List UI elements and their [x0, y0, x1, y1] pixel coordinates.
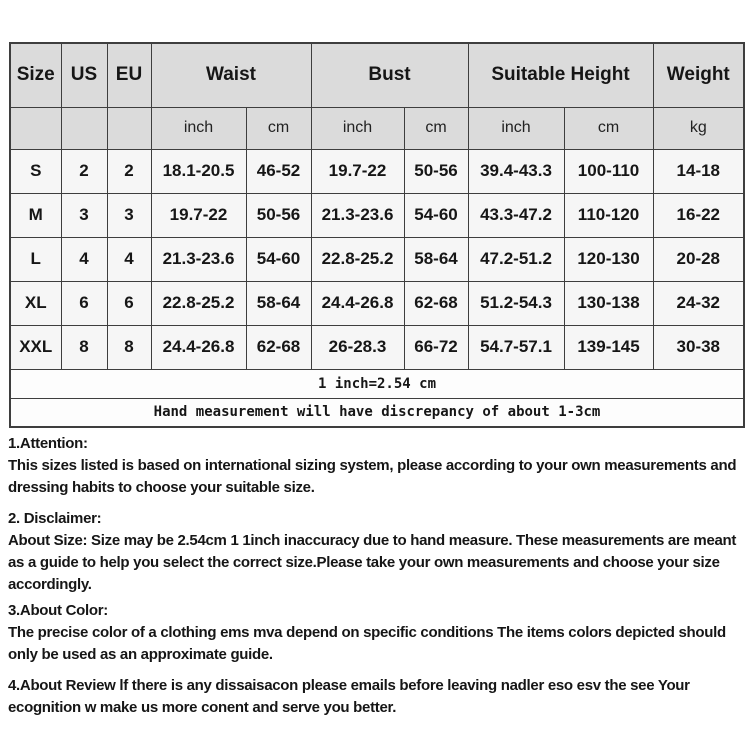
cell-bust-inch: 19.7-22: [310, 148, 405, 194]
header-row: Size US EU Waist Bust Suitable Height We…: [9, 42, 745, 108]
cell-bust-cm: 50-56: [403, 148, 469, 194]
cell-height-inch: 47.2-51.2: [467, 236, 565, 282]
cell-size: S: [9, 148, 62, 194]
table-row-xl: XL 6 6 22.8-25.2 58-64 24.4-26.8 62-68 5…: [9, 280, 745, 326]
header-us: US: [60, 42, 108, 108]
cell-eu: 3: [106, 192, 152, 238]
header-eu: EU: [106, 42, 152, 108]
note-title: 3.About Color:: [8, 602, 108, 619]
unit-bust-inch: inch: [310, 106, 405, 150]
cell-size: XXL: [9, 324, 62, 370]
note-about-review: 4.About Review lf there is any dissaisac…: [8, 675, 746, 719]
unit-height-inch: inch: [467, 106, 565, 150]
unit-row: inch cm inch cm inch cm kg: [9, 106, 745, 150]
unit-empty-us: [60, 106, 108, 150]
cell-waist-inch: 19.7-22: [150, 192, 247, 238]
cell-height-cm: 110-120: [563, 192, 654, 238]
size-chart-table: Size US EU Waist Bust Suitable Height We…: [9, 42, 746, 428]
measure-note: Hand measurement will have discrepancy o…: [9, 397, 745, 428]
cell-eu: 6: [106, 280, 152, 326]
note-body: This sizes listed is based on internatio…: [8, 457, 737, 496]
cell-bust-inch: 26-28.3: [310, 324, 405, 370]
cell-size: XL: [9, 280, 62, 326]
cell-us: 8: [60, 324, 108, 370]
note-attention: 1.Attention: This sizes listed is based …: [8, 433, 746, 499]
unit-empty-eu: [106, 106, 152, 150]
measure-note-row: Hand measurement will have discrepancy o…: [9, 397, 745, 428]
note-title: 2. Disclaimer:: [8, 510, 102, 527]
cell-height-inch: 51.2-54.3: [467, 280, 565, 326]
cell-us: 3: [60, 192, 108, 238]
cell-bust-inch: 24.4-26.8: [310, 280, 405, 326]
cell-waist-cm: 46-52: [245, 148, 312, 194]
unit-waist-cm: cm: [245, 106, 312, 150]
cell-us: 4: [60, 236, 108, 282]
unit-empty-size: [9, 106, 62, 150]
cell-height-cm: 139-145: [563, 324, 654, 370]
note-body: The precise color of a clothing ems mva …: [8, 624, 726, 663]
cell-bust-cm: 66-72: [403, 324, 469, 370]
note-disclaimer: 2. Disclaimer: About Size: Size may be 2…: [8, 508, 746, 596]
cell-size: L: [9, 236, 62, 282]
cell-bust-inch: 21.3-23.6: [310, 192, 405, 238]
cell-bust-cm: 62-68: [403, 280, 469, 326]
header-size: Size: [9, 42, 62, 108]
cell-bust-cm: 58-64: [403, 236, 469, 282]
cell-weight: 14-18: [652, 148, 745, 194]
conversion-note-row: 1 inch=2.54 cm: [9, 368, 745, 399]
unit-bust-cm: cm: [403, 106, 469, 150]
cell-weight: 30-38: [652, 324, 745, 370]
cell-waist-inch: 18.1-20.5: [150, 148, 247, 194]
cell-waist-cm: 54-60: [245, 236, 312, 282]
cell-weight: 20-28: [652, 236, 745, 282]
notes-section: 1.Attention: This sizes listed is based …: [8, 433, 746, 728]
cell-height-cm: 130-138: [563, 280, 654, 326]
cell-height-cm: 120-130: [563, 236, 654, 282]
table-row-l: L 4 4 21.3-23.6 54-60 22.8-25.2 58-64 47…: [9, 236, 745, 282]
table-row-xxl: XXL 8 8 24.4-26.8 62-68 26-28.3 66-72 54…: [9, 324, 745, 370]
note-body: About Size: Size may be 2.54cm 1 1inch i…: [8, 532, 737, 593]
cell-waist-cm: 58-64: [245, 280, 312, 326]
note-body: 4.About Review lf there is any dissaisac…: [8, 677, 690, 716]
cell-eu: 2: [106, 148, 152, 194]
table-row-m: M 3 3 19.7-22 50-56 21.3-23.6 54-60 43.3…: [9, 192, 745, 238]
table-row-s: S 2 2 18.1-20.5 46-52 19.7-22 50-56 39.4…: [9, 148, 745, 194]
cell-waist-cm: 62-68: [245, 324, 312, 370]
note-about-color: 3.About Color: The precise color of a cl…: [8, 600, 746, 666]
cell-waist-cm: 50-56: [245, 192, 312, 238]
cell-waist-inch: 24.4-26.8: [150, 324, 247, 370]
header-weight: Weight: [652, 42, 745, 108]
cell-size: M: [9, 192, 62, 238]
cell-bust-inch: 22.8-25.2: [310, 236, 405, 282]
cell-weight: 24-32: [652, 280, 745, 326]
cell-height-inch: 39.4-43.3: [467, 148, 565, 194]
cell-height-inch: 54.7-57.1: [467, 324, 565, 370]
cell-bust-cm: 54-60: [403, 192, 469, 238]
cell-us: 2: [60, 148, 108, 194]
conversion-note: 1 inch=2.54 cm: [9, 368, 745, 399]
cell-waist-inch: 22.8-25.2: [150, 280, 247, 326]
header-suitable-height: Suitable Height: [467, 42, 654, 108]
cell-height-inch: 43.3-47.2: [467, 192, 565, 238]
cell-weight: 16-22: [652, 192, 745, 238]
header-bust: Bust: [310, 42, 469, 108]
cell-eu: 4: [106, 236, 152, 282]
cell-waist-inch: 21.3-23.6: [150, 236, 247, 282]
header-waist: Waist: [150, 42, 312, 108]
unit-waist-inch: inch: [150, 106, 247, 150]
note-title: 1.Attention:: [8, 435, 88, 452]
cell-us: 6: [60, 280, 108, 326]
cell-height-cm: 100-110: [563, 148, 654, 194]
unit-weight-kg: kg: [652, 106, 745, 150]
cell-eu: 8: [106, 324, 152, 370]
unit-height-cm: cm: [563, 106, 654, 150]
